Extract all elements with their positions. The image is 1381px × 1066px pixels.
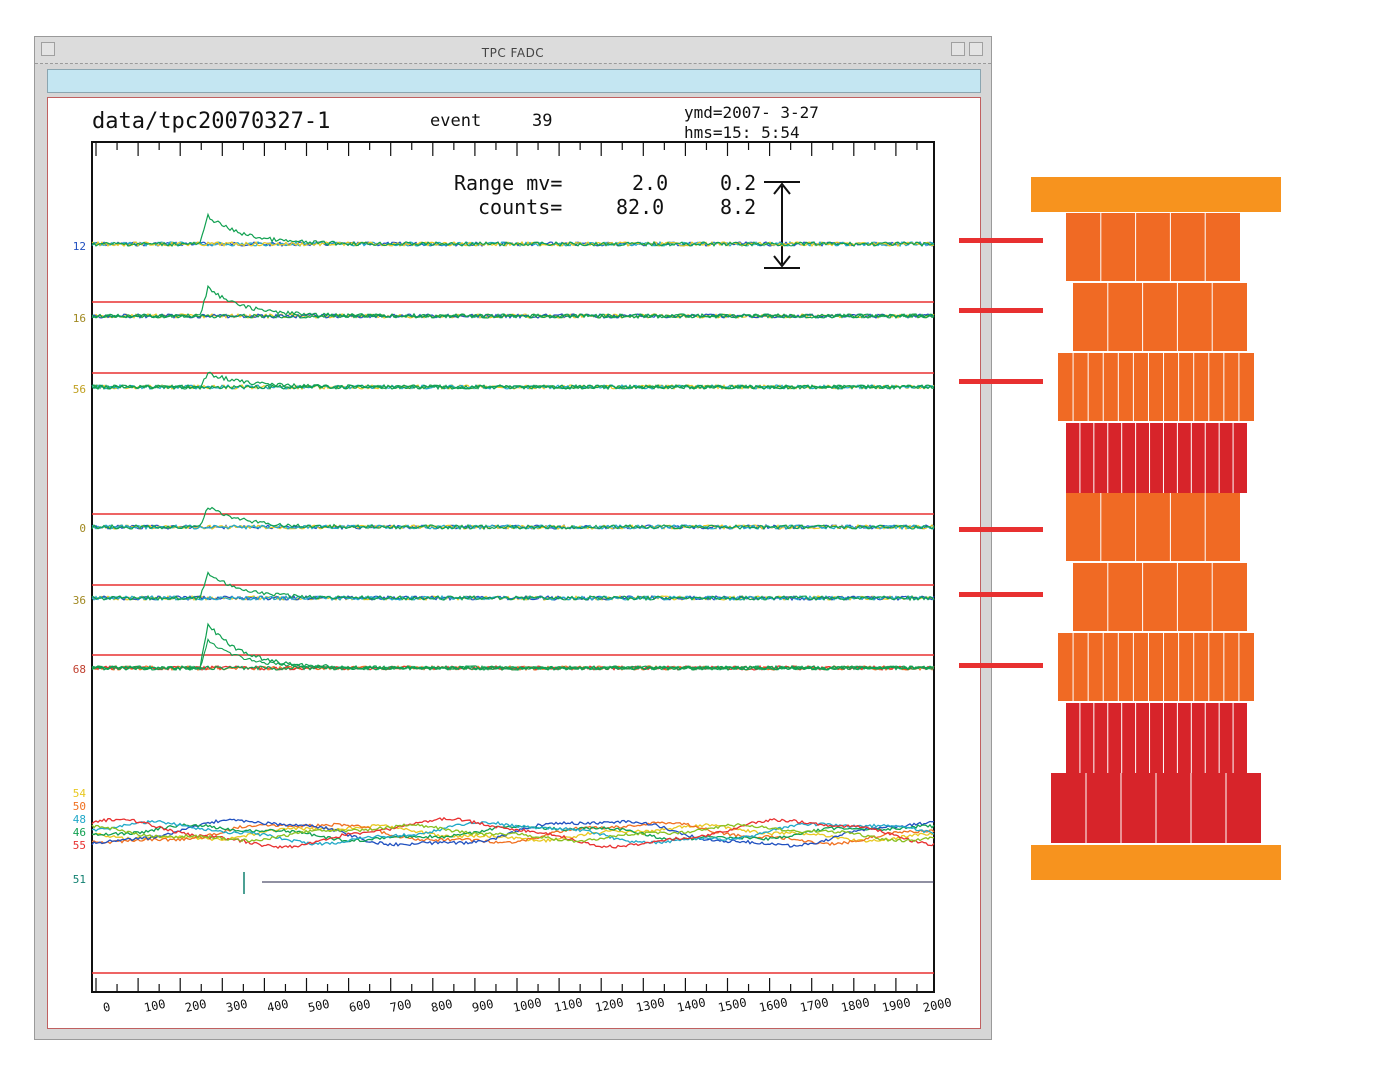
x-tick-label: 1500 <box>717 995 748 1015</box>
waveform-trace <box>91 383 935 391</box>
range-label: Range mv= <box>454 171 562 195</box>
x-tick-label: 300 <box>225 997 249 1015</box>
x-tick-label: 400 <box>266 997 290 1015</box>
waveform-trace <box>91 212 935 248</box>
x-tick-label: 900 <box>471 997 495 1015</box>
minimize-button[interactable] <box>951 42 965 56</box>
layer-block <box>1066 213 1240 281</box>
x-tick-label: 0 <box>102 1000 112 1015</box>
file-name: data/tpc20070327-1 <box>92 109 330 134</box>
waveform-trace <box>91 638 935 671</box>
top-ticks <box>95 142 918 156</box>
waveform-plot: data/tpc20070327-1 event 39 ymd=2007- 3-… <box>73 103 953 1015</box>
titlebar[interactable]: TPC FADC <box>35 37 991 64</box>
layer-block <box>1073 283 1247 351</box>
waveform-trace <box>91 823 935 844</box>
reference-lines <box>92 301 934 974</box>
layer-block <box>1058 633 1254 701</box>
waveform-trace <box>91 506 935 531</box>
x-tick-label: 600 <box>348 997 372 1015</box>
waveform-trace <box>91 571 935 602</box>
counts-value-1: 82.0 <box>616 195 664 219</box>
layer-blocks <box>1031 177 1281 880</box>
window-title: TPC FADC <box>481 46 545 60</box>
counts-value-2: 8.2 <box>720 195 756 219</box>
x-tick-label: 2000 <box>922 995 953 1015</box>
x-tick-label: 1900 <box>881 995 912 1015</box>
channel-label-bottom: 46 <box>73 826 86 839</box>
channel-label-bottom: 51 <box>73 873 86 886</box>
x-tick-label: 200 <box>184 997 208 1015</box>
ymd-text: ymd=2007- 3-27 <box>684 103 819 122</box>
layer-marker <box>959 663 1043 668</box>
x-axis-labels: 0 100 200 300 400 500 600 700 800 900 10… <box>102 995 953 1015</box>
x-tick-label: 1100 <box>553 995 584 1015</box>
layer-markers <box>959 238 1043 668</box>
layer-block <box>1066 493 1240 561</box>
counts-label: counts= <box>478 195 562 219</box>
x-tick-label: 100 <box>143 997 167 1015</box>
layer-block <box>1058 353 1254 421</box>
x-tick-label: 1700 <box>799 995 830 1015</box>
x-tick-label: 1300 <box>635 995 666 1015</box>
channel-label-bottom: 50 <box>73 800 86 813</box>
layer-marker <box>959 527 1043 532</box>
channel-label-bottom: 54 <box>73 787 87 800</box>
channel-label-bottom: 48 <box>73 813 86 826</box>
info-bar <box>47 69 981 93</box>
range-scale-arrow-icon <box>764 181 800 269</box>
x-tick-label: 800 <box>430 997 454 1015</box>
layer-marker <box>959 308 1043 313</box>
range-value-1: 2.0 <box>632 171 668 195</box>
channel-label-row2: 16 <box>73 312 86 325</box>
waveform-plot-area: data/tpc20070327-1 event 39 ymd=2007- 3-… <box>47 97 981 1029</box>
layer-block <box>1066 423 1247 493</box>
waveform-trace <box>91 820 935 846</box>
waveform-traces <box>91 212 935 894</box>
fadc-window: TPC FADC data/tpc20070327-1 event 39 ymd… <box>34 36 992 1040</box>
waveform-trace <box>91 822 935 843</box>
x-tick-label: 1000 <box>512 995 543 1015</box>
channel-label-row4: 0 <box>79 522 86 535</box>
channel-label-row5: 36 <box>73 594 86 607</box>
waveform-trace <box>91 371 935 391</box>
bottom-ticks <box>95 978 918 992</box>
event-number: 39 <box>532 111 552 131</box>
x-tick-label: 700 <box>389 997 413 1015</box>
waveform-trace <box>91 284 935 319</box>
channel-label-row3: 56 <box>73 383 86 396</box>
channel-label-row6: 68 <box>73 663 86 676</box>
layer-block <box>1066 703 1247 773</box>
waveform-trace <box>91 312 935 320</box>
range-value-2: 0.2 <box>720 171 756 195</box>
hms-text: hms=15: 5:54 <box>684 123 800 142</box>
maximize-button[interactable] <box>969 42 983 56</box>
x-tick-label: 500 <box>307 997 331 1015</box>
end-cap <box>1031 177 1281 212</box>
x-tick-label: 1200 <box>594 995 625 1015</box>
x-tick-label: 1600 <box>758 995 789 1015</box>
layer-marker <box>959 379 1043 384</box>
channel-label-bottom: 55 <box>73 839 86 852</box>
x-tick-label: 1400 <box>676 995 707 1015</box>
event-label: event <box>430 111 481 131</box>
channel-label-row1: 12 <box>73 240 86 253</box>
layer-block <box>1073 563 1247 631</box>
layer-marker <box>959 238 1043 243</box>
detector-layer-diagram <box>959 177 1281 880</box>
end-cap <box>1031 845 1281 880</box>
x-tick-label: 1800 <box>840 995 871 1015</box>
waveform-trace <box>91 622 935 671</box>
waveform-trace <box>91 823 935 843</box>
window-menu-button[interactable] <box>41 42 55 56</box>
layer-marker <box>959 592 1043 597</box>
plot-frame <box>91 141 935 993</box>
